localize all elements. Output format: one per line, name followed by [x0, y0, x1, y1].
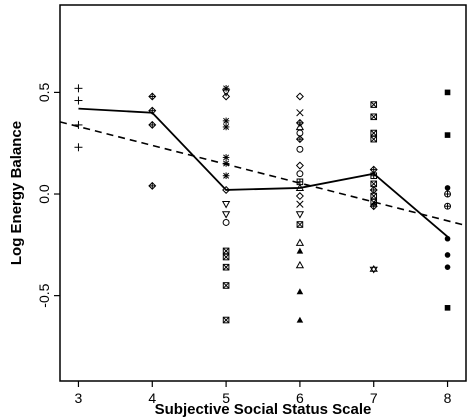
data-point: [295, 92, 304, 101]
mean-line: [78, 107, 449, 238]
data-point: [444, 202, 452, 210]
data-point: [222, 316, 230, 324]
plot-frame: [59, 4, 467, 382]
data-point: [296, 145, 304, 153]
data-point: [148, 106, 157, 115]
x-tick-label: 5: [222, 390, 230, 406]
trend-line: [59, 121, 467, 227]
data-point: [444, 235, 451, 242]
data-point: [148, 120, 157, 129]
data-point: [295, 183, 305, 192]
data-point: [369, 202, 378, 211]
data-point: [74, 84, 83, 93]
data-point: [221, 201, 231, 209]
line-layer: [59, 107, 467, 238]
data-point: [296, 316, 304, 323]
data-point: [444, 185, 451, 191]
y-tick-label: 0.5: [36, 82, 52, 102]
data-point: [74, 120, 83, 129]
data-point: [222, 123, 230, 131]
data-point: [295, 135, 304, 144]
data-point: [296, 200, 304, 208]
data-point: [74, 143, 83, 152]
data-point: [222, 247, 230, 255]
data-point: [222, 160, 230, 167]
x-tick-label: 7: [370, 390, 378, 406]
data-point: [148, 92, 157, 101]
data-point: [370, 172, 378, 180]
y-tick-label: 0.0: [36, 184, 52, 204]
data-point: [369, 165, 378, 174]
data-point: [295, 238, 305, 246]
data-point: [222, 253, 230, 261]
data-point: [222, 172, 230, 180]
y-axis-ticks: 0.5 0.0 -0.5: [36, 82, 60, 308]
y-tick-label: -0.5: [36, 283, 52, 307]
data-point: [370, 113, 378, 121]
data-point: [296, 170, 304, 178]
data-point: [444, 264, 451, 270]
data-point: [296, 288, 304, 295]
data-point: [370, 129, 378, 137]
x-tick-label: 8: [444, 390, 452, 406]
data-point: [295, 161, 304, 170]
data-point: [295, 211, 305, 219]
data-point: [222, 219, 230, 226]
data-point: [221, 211, 231, 219]
x-tick-label: 3: [75, 390, 83, 406]
data-point: [370, 180, 378, 188]
x-tick-label: 4: [148, 390, 156, 406]
data-point: [370, 135, 378, 143]
x-axis-title: Subjective Social Status Scale: [155, 401, 372, 418]
data-point: [222, 282, 230, 289]
data-point: [296, 109, 304, 117]
data-point: [222, 92, 231, 101]
points-layer: [74, 84, 452, 324]
data-point: [148, 181, 157, 190]
data-point: [444, 190, 452, 198]
data-point: [222, 154, 230, 161]
x-axis-ticks: 3 4 5 6 7 8: [75, 381, 452, 406]
data-point: [74, 96, 83, 105]
data-point: [221, 89, 231, 97]
data-point: [370, 101, 378, 108]
y-axis-title: Log Energy Balance: [8, 121, 25, 265]
data-point: [296, 129, 304, 137]
data-point: [444, 132, 451, 138]
data-point: [296, 221, 304, 228]
data-point: [369, 185, 378, 194]
plot-border: [59, 4, 467, 382]
data-point: [444, 89, 451, 96]
data-point: [222, 185, 231, 194]
data-point: [444, 252, 451, 258]
data-point: [222, 117, 230, 125]
data-point: [295, 260, 305, 269]
data-point: [370, 192, 378, 200]
x-tick-label: 6: [296, 390, 304, 406]
data-point: [369, 264, 378, 274]
data-point: [444, 305, 451, 311]
data-point: [295, 192, 304, 201]
data-point: [222, 263, 230, 271]
data-point: [296, 247, 304, 254]
